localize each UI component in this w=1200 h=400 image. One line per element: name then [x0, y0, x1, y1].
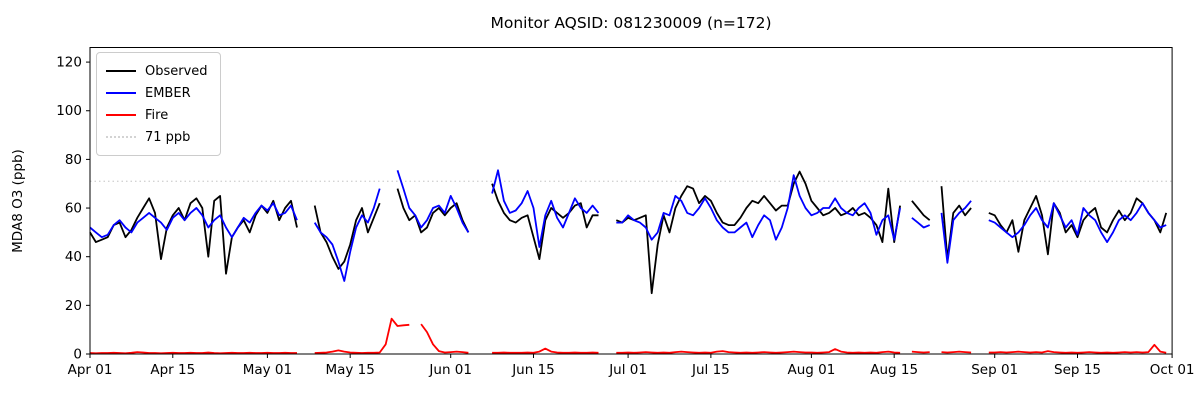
x-tick-label: May 01 [243, 362, 292, 378]
ember-line [396, 170, 470, 233]
x-tick-label: Oct 01 [1150, 362, 1195, 378]
x-tick-label: Apr 01 [68, 362, 113, 378]
ember-line [89, 202, 298, 239]
y-tick-label: 0 [73, 347, 82, 363]
y-axis-label: MDA8 O3 (ppb) [10, 149, 26, 253]
observed-line [988, 194, 1168, 256]
ember-line [491, 169, 600, 248]
legend-label-threshold: 71 ppb [145, 129, 191, 145]
x-tick-label: Jul 15 [691, 362, 730, 378]
chart-title: Monitor AQSID: 081230009 (n=172) [490, 14, 772, 32]
y-tick-label: 20 [65, 298, 82, 314]
x-tick-label: Apr 15 [150, 362, 195, 378]
fire-line [492, 347, 599, 354]
observed-line-swatch [106, 70, 136, 72]
observed-line [615, 170, 901, 295]
y-tick-label: 60 [65, 201, 82, 217]
axis-frame [89, 47, 1173, 355]
observed-line [911, 200, 931, 221]
legend-label-ember: EMBER [145, 85, 191, 101]
x-tick-label: Jun 15 [511, 362, 555, 378]
fire-line [616, 348, 901, 354]
y-tick-label: 80 [65, 152, 82, 168]
legend-label-fire: Fire [145, 107, 169, 123]
legend-item-threshold: 71 ppb [106, 126, 208, 148]
x-tick-label: Aug 01 [787, 362, 835, 378]
x-tick-label: Aug 15 [870, 362, 918, 378]
fire-line [420, 323, 469, 354]
observed-line [491, 183, 599, 261]
y-tick-label: 120 [56, 55, 82, 71]
fire-line-swatch [106, 114, 136, 116]
ember-line-swatch [106, 92, 136, 94]
y-tick-label: 100 [56, 103, 82, 119]
fire-line [988, 343, 1167, 354]
fire-line [89, 351, 297, 355]
legend-item-observed: Observed [106, 60, 208, 82]
fire-line [941, 350, 972, 354]
legend-label-observed: Observed [145, 63, 208, 79]
ember-line [940, 200, 972, 264]
x-tick-label: May 15 [325, 362, 374, 378]
ember-line [911, 217, 931, 229]
fire-line [314, 317, 410, 354]
legend-item-ember: EMBER [106, 82, 208, 104]
ember-line [313, 188, 381, 282]
legend-item-fire: Fire [106, 104, 208, 126]
x-tick-label: Sep 01 [971, 362, 1018, 378]
ember-line [988, 202, 1167, 244]
observed-line [89, 194, 298, 275]
x-tick-label: Jul 01 [608, 362, 647, 378]
y-tick-label: 40 [65, 249, 82, 265]
observed-line [396, 188, 470, 234]
ember-line [616, 174, 901, 241]
observed-line [313, 202, 381, 270]
legend: Observed EMBER Fire 71 ppb [96, 52, 221, 156]
threshold-line-swatch [106, 136, 136, 138]
fire-line [911, 350, 930, 354]
x-tick-label: Sep 15 [1054, 362, 1101, 378]
x-tick-label: Jun 01 [428, 362, 472, 378]
